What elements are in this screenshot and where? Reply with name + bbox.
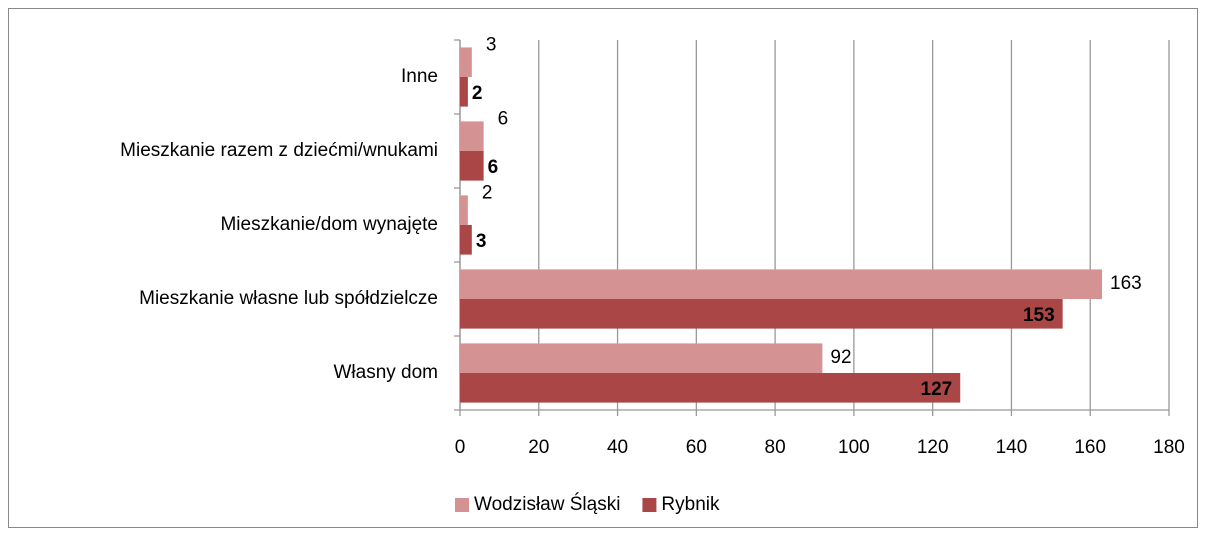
y-tick-label: Mieszkanie/dom wynajęte [220, 214, 438, 235]
legend-label: Rybnik [661, 494, 720, 515]
data-label: 6 [498, 108, 509, 129]
bar [460, 151, 484, 181]
bar [460, 195, 468, 225]
chart-frame [8, 8, 1198, 528]
x-tick-label: 40 [607, 437, 628, 458]
x-tick-label: 100 [838, 437, 870, 458]
bar [460, 121, 484, 151]
data-label: 92 [830, 347, 851, 368]
data-label: 3 [486, 34, 497, 55]
data-label: 163 [1110, 273, 1142, 294]
x-tick-label: 20 [528, 437, 549, 458]
x-tick-label: 80 [765, 437, 786, 458]
x-tick-label: 140 [996, 437, 1028, 458]
x-tick-label: 180 [1153, 437, 1185, 458]
data-label: 153 [1023, 305, 1055, 326]
bar [460, 343, 823, 373]
y-tick-label: Własny dom [333, 362, 438, 383]
bar [460, 225, 472, 255]
legend-label: Wodzisław Śląski [474, 493, 620, 515]
legend-swatch [642, 498, 657, 512]
bar [460, 299, 1063, 329]
y-tick-label: Mieszkanie własne lub spółdzielcze [139, 288, 438, 309]
data-label: 2 [482, 182, 493, 203]
data-label: 127 [921, 379, 953, 400]
bar [460, 373, 961, 403]
bar [460, 77, 468, 107]
y-tick-label: Inne [401, 66, 438, 87]
bar [460, 269, 1103, 299]
data-label: 3 [476, 231, 487, 252]
bar [460, 47, 472, 77]
x-tick-label: 0 [455, 437, 466, 458]
data-label: 2 [472, 83, 483, 104]
data-label: 6 [488, 157, 499, 178]
x-tick-label: 160 [1074, 437, 1106, 458]
x-tick-label: 60 [686, 437, 707, 458]
y-tick-label: Mieszkanie razem z dziećmi/wnukami [120, 140, 438, 161]
legend-swatch [455, 498, 469, 512]
x-tick-label: 120 [917, 437, 949, 458]
